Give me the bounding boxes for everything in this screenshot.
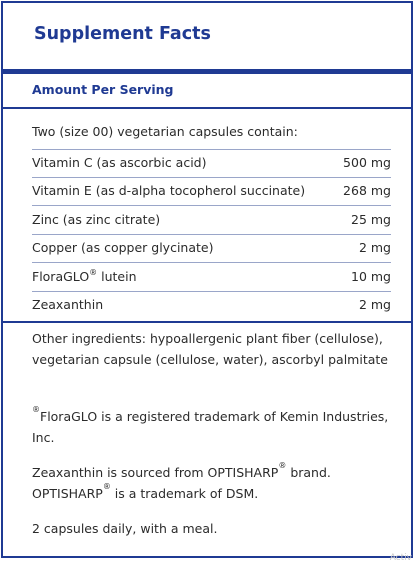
- nutrient-name: Zeaxanthin: [32, 297, 104, 312]
- nutrient-name: Vitamin E (as d-alpha tocopherol succina…: [32, 183, 306, 198]
- nutrient-amount: 2 mg: [358, 297, 391, 312]
- registered-mark: ®: [32, 405, 40, 414]
- zeaxanthin-note: Zeaxanthin is sourced from OPTISHARP® br…: [32, 461, 331, 502]
- nutrient-row: Copper (as copper glycinate) 2 mg: [32, 236, 391, 260]
- panel-title: Supplement Facts: [34, 24, 211, 44]
- row-divider: [32, 291, 391, 292]
- other-ingredients: Other ingredients: hypoallergenic plant …: [32, 331, 388, 367]
- nutrient-name: Zinc (as zinc citrate): [32, 212, 161, 227]
- row-divider: [32, 177, 391, 178]
- nutrient-amount: 25 mg: [351, 212, 391, 227]
- registered-mark: ®: [278, 461, 287, 470]
- row-divider: [32, 149, 391, 150]
- header-divider: [3, 107, 411, 109]
- floraglo-trademark-note: ®FloraGLO is a registered trademark of K…: [32, 405, 389, 446]
- facts-bottom-divider: [3, 321, 411, 323]
- nutrient-row: Vitamin C (as ascorbic acid) 500 mg: [32, 151, 391, 175]
- registered-mark: ®: [89, 268, 98, 277]
- serving-intro: Two (size 00) vegetarian capsules contai…: [32, 124, 298, 139]
- title-divider: [3, 69, 411, 74]
- row-divider: [32, 205, 391, 206]
- nutrient-row: Vitamin E (as d-alpha tocopherol succina…: [32, 179, 391, 203]
- nutrient-amount: 10 mg: [351, 269, 391, 284]
- registered-mark: ®: [102, 482, 111, 491]
- nutrient-amount: 500 mg: [343, 155, 391, 170]
- nutrient-row: Zinc (as zinc citrate) 25 mg: [32, 208, 391, 232]
- nutrient-row: Zeaxanthin 2 mg: [32, 293, 391, 317]
- amount-per-serving-label: Amount Per Serving: [32, 82, 174, 97]
- nutrient-amount: 268 mg: [343, 183, 391, 198]
- nutrient-name: Copper (as copper glycinate): [32, 240, 214, 255]
- nutrient-amount: 2 mg: [358, 240, 391, 255]
- nutrient-row: FloraGLO® lutein 10 mg: [32, 265, 391, 289]
- nutrient-name: Vitamin C (as ascorbic acid): [32, 155, 207, 170]
- directions: 2 capsules daily, with a meal.: [32, 521, 218, 536]
- row-divider: [32, 262, 391, 263]
- watermark: Activ: [389, 553, 412, 563]
- row-divider: [32, 234, 391, 235]
- nutrient-name: FloraGLO® lutein: [32, 268, 137, 285]
- supplement-facts-panel: Supplement Facts Amount Per Serving Two …: [1, 1, 413, 558]
